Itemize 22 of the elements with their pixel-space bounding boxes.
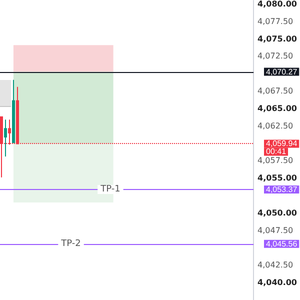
candlestick xyxy=(12,79,15,144)
y-tick-label: 4,080.00 xyxy=(258,0,298,8)
y-tick-label: 4,042.50 xyxy=(258,260,294,270)
y-tick-label: 4,077.50 xyxy=(258,16,294,26)
text: 4,059.94 xyxy=(266,139,298,148)
y-tick-label: 4,040.00 xyxy=(258,278,298,288)
y-tick-label: 4,065.00 xyxy=(258,104,298,113)
text: 4,045.56 xyxy=(266,239,298,248)
y-tick-label: 4,057.50 xyxy=(258,156,294,166)
y-tick-label: 4,047.50 xyxy=(258,226,294,235)
ref-line-label: TP-1 xyxy=(100,184,120,194)
text: 4,053.37 xyxy=(266,184,298,194)
y-tick-label: 4,055.00 xyxy=(258,174,298,183)
ref-line-label: TP-2 xyxy=(60,238,81,249)
candlestick xyxy=(4,119,7,158)
y-tick-label: 4,075.00 xyxy=(258,34,298,44)
y-tick-label: 4,062.50 xyxy=(258,121,294,130)
text: 00:41 xyxy=(266,147,287,156)
text: 4,070.27 xyxy=(266,67,298,76)
y-tick-label: 4,072.50 xyxy=(258,52,294,61)
y-tick-label: 4,067.50 xyxy=(258,86,294,96)
y-tick-label: 4,050.00 xyxy=(258,208,298,218)
